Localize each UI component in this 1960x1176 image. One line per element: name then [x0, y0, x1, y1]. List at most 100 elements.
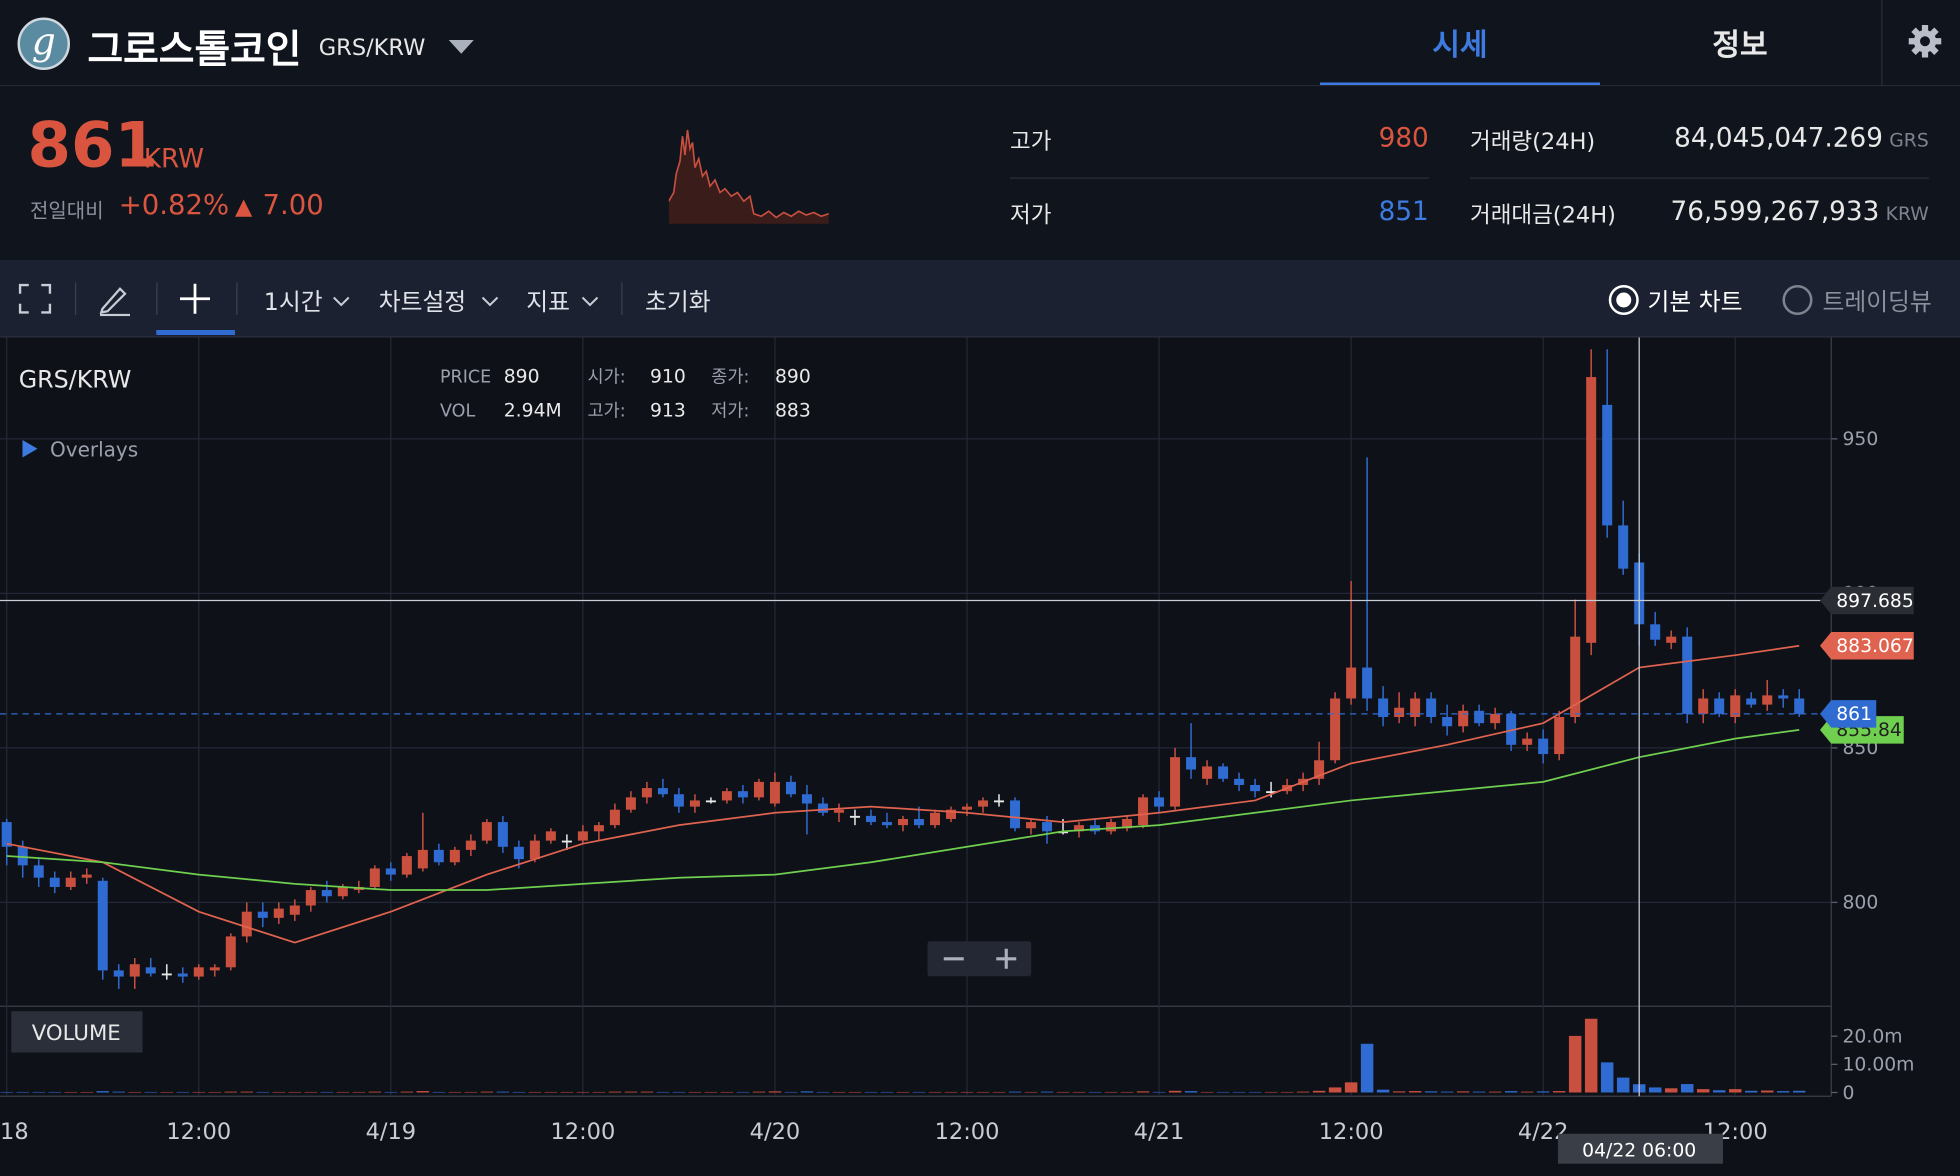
volume-bar: [176, 1091, 190, 1093]
readout-label: 종가:: [711, 368, 749, 388]
x-tick-label: 4/20: [750, 1119, 801, 1145]
volume-bar: [896, 1091, 910, 1093]
volume-bar: [1152, 1091, 1166, 1093]
price-tag-label: 897.685: [1836, 591, 1914, 612]
volume-bar: [640, 1091, 654, 1093]
volume-bar: [432, 1091, 446, 1093]
candle-body: [1762, 695, 1773, 705]
y-tick-label: 800: [1843, 893, 1879, 914]
settings-menu[interactable]: 차트설정: [378, 288, 467, 317]
candle-body: [769, 781, 780, 804]
mode[interactable]: 기본 차트: [1647, 288, 1743, 317]
price-tag: [1820, 700, 1877, 728]
candle-body: [1538, 738, 1549, 755]
candle-body: [1058, 831, 1069, 834]
candle-body: [225, 936, 236, 968]
candle-body: [833, 809, 844, 813]
volume-bar: [480, 1091, 494, 1093]
candle-body: [913, 818, 924, 826]
reset[interactable]: 초기화: [645, 288, 711, 317]
candle-body: [1330, 698, 1341, 761]
candle-body: [513, 846, 524, 860]
candle-body: [65, 877, 76, 887]
candle-body: [369, 868, 380, 887]
readout-value: 883: [775, 400, 811, 421]
candle-body: [305, 890, 316, 906]
x-tick-label: 12:00: [935, 1119, 1000, 1145]
candle-body: [1266, 791, 1277, 794]
tab[interactable]: 정보: [1712, 27, 1768, 63]
candle-body: [753, 781, 764, 798]
volume-bar: [928, 1091, 942, 1093]
settings[interactable]: [1908, 24, 1943, 59]
candle-body: [1202, 766, 1213, 779]
candle-body: [1602, 404, 1613, 526]
overlay-toggle[interactable]: [22, 440, 38, 458]
candle-body: [1474, 710, 1485, 724]
mode[interactable]: 트레이딩뷰: [1822, 288, 1932, 317]
volume-bar: [1600, 1062, 1614, 1093]
volume-bar: [1440, 1091, 1454, 1093]
candle-body: [1154, 797, 1165, 807]
candle-body: [1122, 818, 1133, 829]
chevron: [481, 296, 499, 307]
candle-body: [705, 800, 716, 803]
tab-active[interactable]: 시세: [1432, 27, 1488, 63]
volume-bar: [960, 1091, 974, 1093]
volume-bar: [944, 1091, 958, 1093]
dropdown[interactable]: [446, 38, 476, 58]
readout-value: 890: [775, 367, 811, 388]
candle-body: [1618, 525, 1629, 569]
zoom-in[interactable]: [996, 948, 1017, 969]
candle-body: [737, 791, 748, 798]
change-label: 전일대비: [30, 198, 104, 223]
volume-bar: [320, 1091, 334, 1093]
volume-bar: [240, 1091, 254, 1093]
volume-bar: [1024, 1091, 1038, 1093]
logo[interactable]: g: [17, 17, 70, 70]
crosshair-tool[interactable]: [179, 283, 212, 316]
volume-bar: [1072, 1091, 1086, 1093]
volume-bar: [1664, 1088, 1678, 1093]
interval[interactable]: 1시간: [263, 288, 323, 317]
candle-body: [529, 840, 540, 860]
volume-bar: [1120, 1091, 1134, 1093]
volume-bar: [1264, 1091, 1278, 1093]
candle-body: [1250, 784, 1261, 792]
candle-body: [1730, 695, 1741, 717]
chart-title: GRS/KRW: [19, 366, 132, 394]
volume-bar: [1520, 1091, 1534, 1093]
x-tick-label: 4/21: [1134, 1119, 1185, 1145]
price: 861: [27, 108, 158, 182]
volume-bar: [560, 1091, 574, 1093]
candle-body: [785, 781, 796, 795]
volume-bar: [1392, 1091, 1406, 1093]
fullscreen[interactable]: [18, 283, 52, 314]
candle-body: [1490, 713, 1501, 724]
y-tick-label: 950: [1843, 429, 1879, 450]
volume-bar: [1184, 1091, 1198, 1093]
stat-label: 저가: [1010, 202, 1052, 229]
volume-bar: [1088, 1091, 1102, 1093]
draw[interactable]: [98, 281, 133, 317]
candle-body: [337, 886, 348, 897]
readout-label: 고가:: [588, 401, 626, 421]
candle-body: [929, 812, 940, 826]
volume-bar: [1248, 1091, 1262, 1093]
sep: [621, 282, 623, 315]
indicator-menu[interactable]: 지표: [526, 288, 570, 317]
volume-bar: [1728, 1089, 1742, 1093]
volume-bar: [704, 1091, 718, 1093]
stat-unit: KRW: [1885, 202, 1929, 226]
radio-on[interactable]: [1608, 284, 1641, 317]
candle-body: [865, 815, 876, 823]
volume-label: VOLUME: [32, 1021, 121, 1046]
readout-value: 913: [650, 400, 686, 421]
candle-body: [1794, 698, 1805, 714]
volume-bar: [1648, 1087, 1662, 1093]
radio-off[interactable]: [1781, 284, 1814, 317]
candle-body: [1410, 698, 1421, 717]
y-tick-label: 0: [1843, 1083, 1855, 1104]
volume-bar: [1296, 1091, 1310, 1093]
candle-body: [1442, 716, 1453, 727]
